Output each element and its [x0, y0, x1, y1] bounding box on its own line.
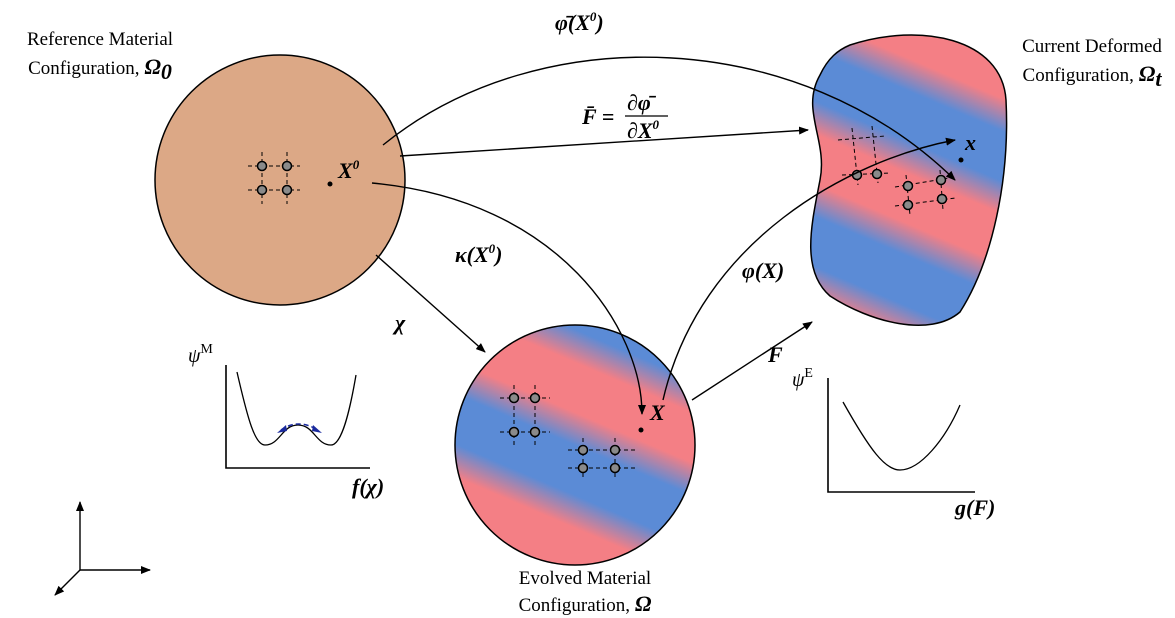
label-part: F̄ = [581, 104, 614, 129]
material-plot: ψM f(χ) [188, 342, 384, 499]
reference-body [155, 55, 405, 305]
phi-bar-label: φ̄(X0) [555, 9, 604, 35]
point [639, 428, 644, 433]
x-axis-label: f(χ) [352, 474, 384, 499]
label-sup: 0 [653, 117, 660, 132]
point-label: X [649, 400, 666, 425]
point [328, 182, 333, 187]
label-symbol: Ω [144, 54, 161, 79]
deformed-body [811, 35, 1007, 325]
f-bar-arrow [400, 130, 808, 156]
label-part: φ̄(X [555, 10, 591, 35]
point [959, 158, 964, 163]
f-label: F [767, 342, 783, 367]
deformed-title: Current Deformed [1022, 36, 1162, 57]
chi-arrow [376, 255, 485, 352]
evolved-title: Evolved Material [519, 568, 651, 589]
plot-label: ψE [792, 366, 813, 391]
label-part: κ(X [455, 242, 490, 267]
kappa-label: κ(X0) [455, 241, 502, 267]
label-sup: E [804, 366, 813, 381]
label-part: Configuration, [28, 58, 139, 79]
reference-subtitle: Configuration,Ω0 [28, 54, 172, 84]
label-part: Configuration, [519, 595, 630, 616]
label-symbol: ψ [792, 369, 805, 391]
f-bar-label: F̄ = ∂φ̄ ∂X0 [581, 90, 668, 143]
label-part: ∂X [627, 118, 654, 143]
label-sub: 0 [161, 59, 172, 84]
label-part: Configuration, [1023, 65, 1134, 86]
x-axis-label: g(F) [954, 495, 995, 520]
deformed-subtitle: Configuration,Ωt [1023, 61, 1163, 91]
label-part: ) [493, 242, 502, 267]
coordinate-axes [55, 502, 150, 595]
chi-label: χ [392, 310, 406, 335]
label-part: ) [594, 10, 603, 35]
label-sup: M [200, 342, 213, 357]
phi-label: φ(X) [742, 258, 784, 283]
label-sub: t [1155, 66, 1162, 91]
label-part: ∂φ̄ [627, 90, 657, 115]
label-symbol: Ω [635, 591, 652, 616]
plot-label: ψM [188, 342, 213, 367]
diagram: X0 X x φ̄(X0) F̄ = ∂φ̄ ∂X0 κ(X0) φ(X) χ … [0, 0, 1175, 618]
point-label: x [964, 130, 976, 155]
evolved-subtitle: Configuration,Ω [519, 591, 652, 616]
elastic-plot: ψE g(F) [792, 366, 995, 520]
point-base: X [337, 158, 354, 183]
evolved-body [455, 325, 695, 565]
label-symbol: ψ [188, 345, 201, 367]
label-symbol: Ω [1139, 61, 1156, 86]
point-sup: 0 [353, 157, 360, 172]
reference-title: Reference Material [27, 29, 173, 50]
